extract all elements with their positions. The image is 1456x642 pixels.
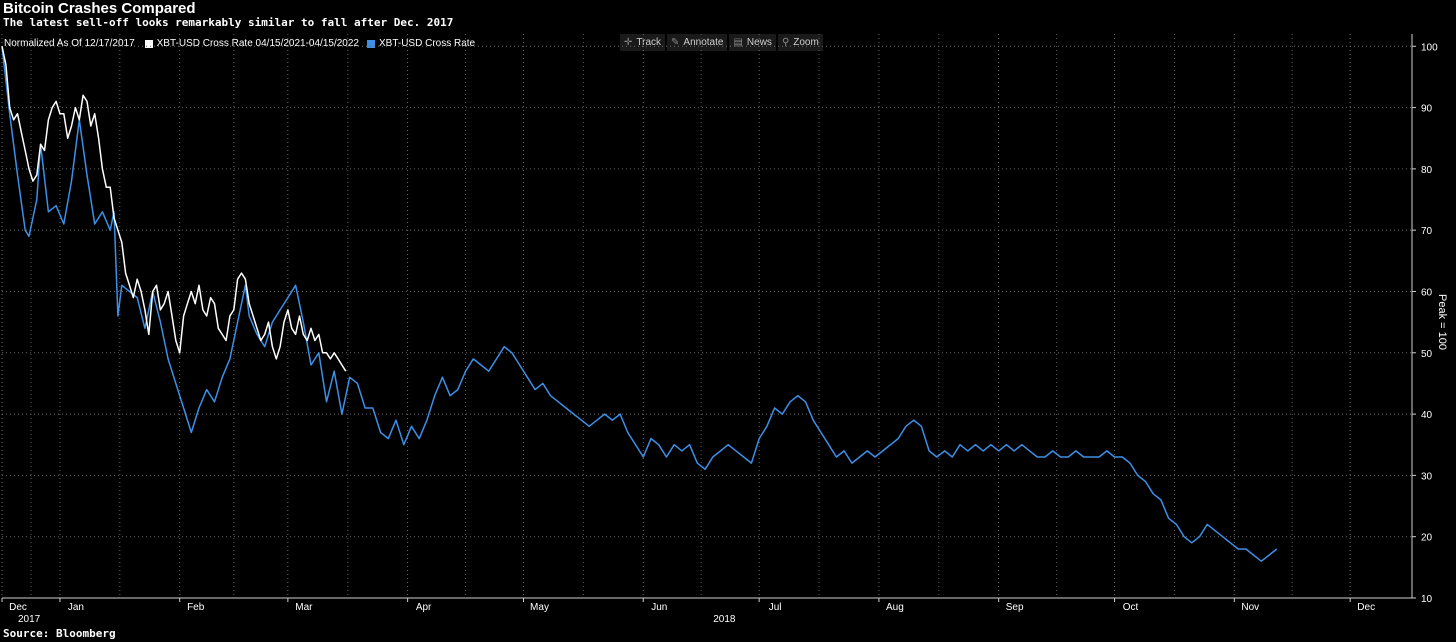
- chart-subtitle: The latest sell-off looks remarkably sim…: [3, 16, 454, 29]
- x-tick-label: Apr: [416, 602, 432, 613]
- y-tick-label: 100: [1421, 42, 1438, 53]
- annotate-label: Annotate: [683, 37, 724, 48]
- x-tick-label: Aug: [886, 602, 904, 613]
- zoom-label: Zoom: [793, 37, 819, 48]
- legend-label: XBT-USD Cross Rate: [378, 38, 476, 49]
- x-tick-label: Nov: [1241, 602, 1259, 613]
- x-tick-label: Dec: [1357, 602, 1375, 613]
- y-tick-label: 10: [1421, 594, 1433, 605]
- zoom-button[interactable]: ⚲ Zoom: [777, 34, 823, 51]
- crosshair-icon: ✛: [624, 37, 633, 48]
- x-tick-label: Sep: [1006, 602, 1024, 613]
- year-label: 2018: [713, 614, 736, 625]
- legend-swatch-blue: [366, 39, 375, 48]
- legend-item-2021-2022[interactable]: XBT-USD Cross Rate 04/15/2021-04/15/2022: [144, 38, 359, 49]
- y-tick-label: 40: [1421, 410, 1433, 421]
- legend-label: XBT-USD Cross Rate 04/15/2021-04/15/2022: [156, 38, 359, 49]
- normalization-note: Normalized As Of 12/17/2017: [4, 38, 135, 49]
- y-tick-label: 30: [1421, 471, 1433, 482]
- pencil-icon: ✎: [671, 37, 680, 48]
- series-line-2017-2018: [1, 46, 1278, 562]
- x-tick-label: Oct: [1123, 602, 1139, 613]
- zoom-icon: ⚲: [781, 37, 790, 48]
- x-tick-label: May: [530, 602, 549, 613]
- legend-item-2017-2018[interactable]: XBT-USD Cross Rate: [366, 38, 476, 49]
- y-tick-label: 80: [1421, 165, 1433, 176]
- y-tick-label: 70: [1421, 226, 1433, 237]
- y-axis-label: Peak = 100: [1436, 294, 1448, 350]
- y-tick-label: 90: [1421, 104, 1433, 115]
- track-label: Track: [636, 37, 662, 48]
- news-icon: ▤: [733, 37, 743, 48]
- x-tick-label: Dec: [9, 602, 27, 613]
- x-tick-label: Jul: [769, 602, 782, 613]
- source-note: Source: Bloomberg: [3, 627, 116, 640]
- series-line-2021-2022: [1, 46, 347, 372]
- legend-swatch-white: [144, 39, 153, 48]
- x-tick-label: Jun: [651, 602, 667, 613]
- legend: Normalized As Of 12/17/2017 XBT-USD Cros…: [4, 38, 483, 49]
- chart-title: Bitcoin Crashes Compared: [3, 0, 196, 17]
- year-label: 2017: [18, 614, 41, 625]
- x-tick-label: Mar: [295, 602, 313, 613]
- x-tick-label: Feb: [187, 602, 205, 613]
- track-button[interactable]: ✛ Track: [620, 34, 666, 51]
- y-tick-label: 60: [1421, 287, 1433, 298]
- x-tick-label: Jan: [68, 602, 84, 613]
- y-tick-label: 20: [1421, 533, 1433, 544]
- y-tick-label: 50: [1421, 349, 1433, 360]
